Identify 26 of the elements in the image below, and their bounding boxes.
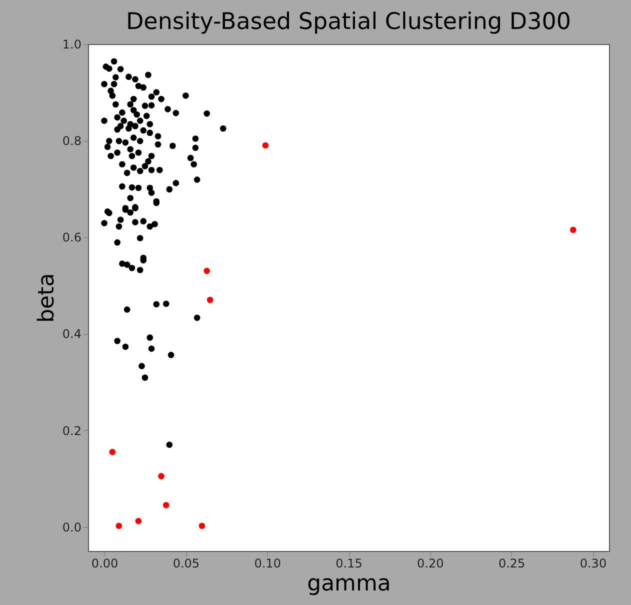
point [206,296,214,304]
y-tick-label: 0.2 [62,424,82,438]
point [116,522,122,530]
y-tick-label: 1.0 [62,38,82,52]
point [262,142,269,149]
point [158,473,164,480]
point [198,522,206,530]
y-tick-label: 0.8 [62,134,82,148]
point [570,226,576,234]
x-tick-label: 0.15 [336,556,362,570]
x-tick-label: 0.20 [417,556,444,570]
x-tick-label: 0.05 [172,556,200,570]
point [109,448,116,456]
point [162,502,170,508]
y-tick-label: 0.4 [62,327,82,342]
x-tick-label: 0.25 [498,556,526,570]
y-axis-title: beta [34,273,60,323]
x-tick-label: 0.10 [254,556,281,570]
y-tick-label: 0.6 [62,230,82,245]
x-tick-label: 0.00 [91,556,118,570]
point [135,518,142,524]
chart-title: Density-Based Spatial Clustering D300 [126,9,572,35]
x-tick-label: 0.30 [580,556,607,570]
x-axis-title: gamma [307,572,391,596]
y-tick-label: 0.0 [62,520,82,534]
point [204,268,210,274]
